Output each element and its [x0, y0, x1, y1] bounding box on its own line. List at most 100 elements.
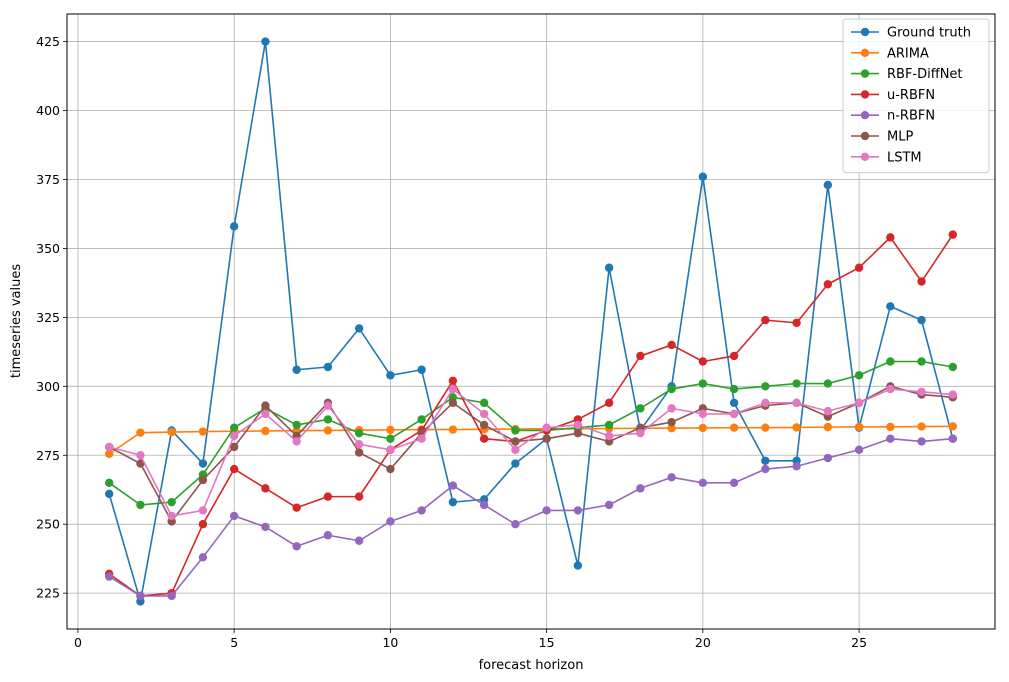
x-tick-label: 5 — [230, 635, 238, 650]
data-point-lstm — [573, 420, 583, 430]
data-point-n-rbfn — [698, 478, 708, 488]
data-point-n-rbfn — [886, 434, 895, 443]
data-point-rbf-diffnet — [511, 426, 520, 435]
data-point-arima — [667, 424, 676, 433]
series-line-mlp — [108, 385, 953, 523]
data-point-mlp — [229, 442, 239, 452]
legend-item-rbf-diffnet: RBF-DiffNet — [851, 67, 963, 82]
data-point-n-rbfn — [792, 462, 801, 471]
plot-frame — [66, 13, 996, 630]
data-point-lstm — [323, 401, 333, 410]
y-tick-label: 400 — [36, 103, 60, 118]
data-point-ground-truth — [292, 365, 301, 374]
data-point-arima — [917, 422, 926, 431]
data-point-n-rbfn — [386, 517, 395, 526]
series-line-u-rbfn — [108, 234, 954, 597]
data-point-lstm — [854, 398, 864, 408]
series-group — [104, 37, 958, 606]
data-point-u-rbfn — [854, 263, 864, 272]
data-point-n-rbfn — [104, 572, 114, 581]
data-point-rbf-diffnet — [886, 357, 895, 366]
data-point-lstm — [948, 390, 958, 399]
series-line-lstm — [108, 388, 953, 517]
legend-item-ground-truth: Ground truth — [851, 26, 971, 41]
data-point-arima — [261, 426, 270, 436]
data-point-u-rbfn — [323, 492, 333, 501]
data-point-lstm — [667, 404, 676, 413]
data-point-lstm — [886, 384, 895, 394]
data-point-n-rbfn — [573, 506, 583, 515]
legend-label-u-rbfn: u-RBFN — [887, 88, 935, 103]
legend-item-n-rbfn: n-RBFN — [851, 109, 935, 124]
series-line-arima — [108, 425, 953, 455]
data-point-mlp — [479, 420, 489, 430]
data-point-rbf-diffnet — [229, 423, 239, 432]
data-point-ground-truth — [729, 398, 739, 408]
legend-item-lstm: LSTM — [851, 150, 922, 165]
data-point-u-rbfn — [792, 318, 801, 328]
data-point-n-rbfn — [542, 506, 551, 515]
data-point-arima — [323, 426, 333, 435]
data-point-n-rbfn — [198, 553, 208, 562]
data-point-u-rbfn — [229, 464, 239, 474]
legend-label-rbf-diffnet: RBF-DiffNet — [887, 67, 963, 82]
data-point-n-rbfn — [479, 500, 489, 510]
data-point-lstm — [292, 437, 301, 446]
data-point-arima — [948, 422, 958, 431]
data-point-rbf-diffnet — [698, 379, 708, 388]
data-point-u-rbfn — [667, 340, 676, 350]
data-point-u-rbfn — [292, 503, 301, 512]
data-point-u-rbfn — [448, 376, 458, 385]
data-point-lstm — [792, 398, 801, 408]
legend-marker-arima — [860, 48, 870, 57]
y-tick-label: 375 — [36, 172, 60, 187]
y-tick-label: 300 — [36, 379, 60, 394]
data-point-arima — [698, 423, 708, 433]
legend-label-mlp: MLP — [887, 130, 913, 145]
y-tick-label: 425 — [36, 34, 60, 49]
data-point-u-rbfn — [729, 351, 739, 361]
y-tick-label: 225 — [36, 586, 60, 601]
data-point-rbf-diffnet — [948, 362, 958, 372]
data-point-n-rbfn — [136, 591, 145, 601]
x-axis-label: forecast horizon — [479, 658, 584, 673]
data-point-mlp — [261, 401, 270, 410]
data-point-ground-truth — [229, 222, 239, 231]
legend-item-u-rbfn: u-RBFN — [851, 88, 935, 103]
data-point-u-rbfn — [198, 520, 208, 529]
data-point-arima — [886, 422, 895, 432]
data-point-n-rbfn — [854, 445, 864, 454]
series-lstm — [104, 384, 958, 521]
data-point-arima — [386, 425, 395, 435]
data-point-arima — [198, 427, 208, 436]
legend: Ground truth ARIMA RBF-DiffNet u-RBFN n-RBFN… — [842, 18, 990, 174]
data-point-n-rbfn — [229, 511, 239, 521]
data-point-mlp — [136, 459, 145, 468]
legend-label-ground-truth: Ground truth — [887, 26, 971, 41]
data-point-lstm — [917, 387, 926, 397]
data-point-lstm — [698, 409, 708, 419]
data-point-ground-truth — [761, 456, 770, 465]
data-point-ground-truth — [198, 459, 208, 468]
x-tick-label: 10 — [382, 635, 398, 650]
data-point-lstm — [136, 451, 145, 460]
x-tick-label: 20 — [695, 635, 711, 650]
data-point-lstm — [761, 398, 770, 408]
legend-label-arima: ARIMA — [887, 46, 929, 61]
legend-marker-ground-truth — [860, 27, 870, 37]
x-tick-label: 15 — [539, 635, 555, 650]
data-point-mlp — [573, 428, 583, 438]
data-point-u-rbfn — [354, 492, 364, 501]
y-tick-label: 275 — [36, 448, 60, 463]
legend-label-n-rbfn: n-RBFN — [887, 109, 935, 124]
data-point-rbf-diffnet — [761, 382, 770, 391]
legend-item-mlp: MLP — [851, 130, 913, 145]
data-point-mlp — [354, 448, 364, 457]
legend-item-arima: ARIMA — [851, 46, 929, 61]
data-point-rbf-diffnet — [667, 384, 676, 394]
data-point-mlp — [198, 475, 208, 485]
legend-marker-rbf-diffnet — [860, 69, 870, 78]
data-point-n-rbfn — [948, 434, 958, 443]
legend-marker-u-rbfn — [860, 90, 870, 99]
